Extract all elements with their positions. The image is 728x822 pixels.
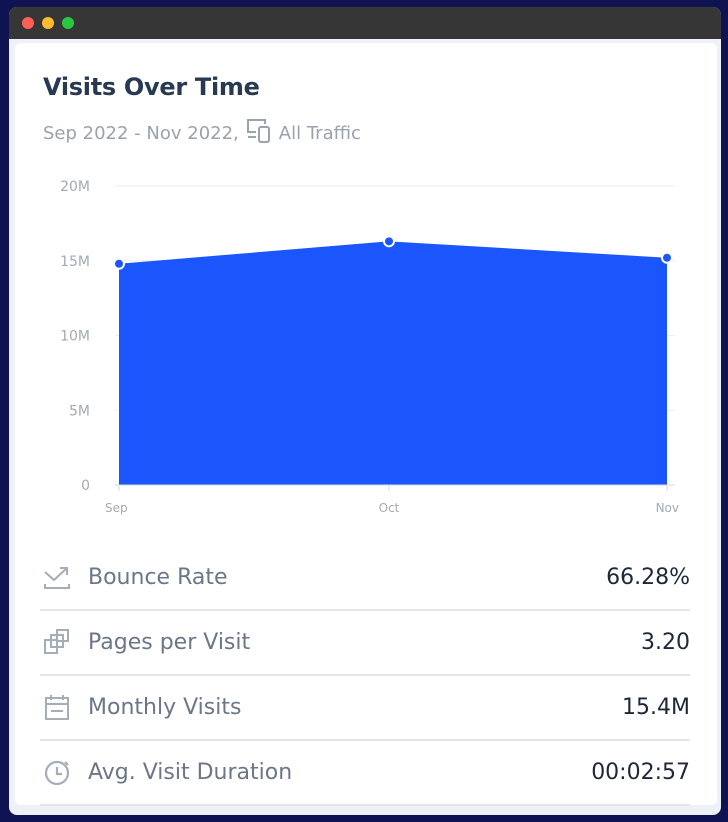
- metric-label: Monthly Visits: [88, 694, 242, 720]
- y-tick-label: 15M: [60, 254, 90, 270]
- app-window: Visits Over Time Sep 2022 - Nov 2022, Al…: [9, 7, 721, 815]
- card-subtitle: Sep 2022 - Nov 2022, All Traffic: [43, 118, 361, 149]
- close-window-button[interactable]: [22, 17, 34, 29]
- y-tick-label: 5M: [69, 403, 90, 419]
- y-tick-label: 20M: [60, 179, 90, 195]
- bounce-trend-icon: [44, 567, 70, 589]
- title-bar: [9, 7, 721, 39]
- metric-value: 3.20: [641, 629, 690, 655]
- calendar-icon: [45, 695, 69, 720]
- minimize-window-button[interactable]: [42, 17, 54, 29]
- data-point: [661, 251, 673, 264]
- y-tick-label: 10M: [60, 329, 90, 345]
- x-tick-label: Oct: [379, 501, 400, 515]
- card-title: Visits Over Time: [43, 73, 260, 101]
- data-point: [383, 235, 395, 248]
- devices-icon: [245, 118, 273, 149]
- area-series: [119, 241, 667, 485]
- metric-label: Avg. Visit Duration: [88, 759, 293, 785]
- visits-chart: 0 5M 10M 15M 20M Sep Oct Nov: [60, 179, 679, 515]
- metric-row-monthly-visits: Monthly Visits 15.4M: [40, 675, 690, 741]
- metric-value: 66.28%: [606, 564, 690, 590]
- data-point: [113, 257, 125, 270]
- x-tick-label: Sep: [105, 501, 128, 515]
- metric-label: Bounce Rate: [88, 564, 228, 590]
- metric-value: 15.4M: [622, 694, 690, 720]
- x-tick-label: Nov: [656, 501, 679, 515]
- metric-label: Pages per Visit: [88, 629, 251, 655]
- metric-row-avg-visit-duration: Avg. Visit Duration 00:02:57: [40, 740, 690, 806]
- stopwatch-icon: [44, 760, 70, 786]
- maximize-window-button[interactable]: [62, 17, 74, 29]
- date-range: Sep 2022 - Nov 2022,: [43, 123, 239, 144]
- y-tick-label: 0: [81, 478, 90, 494]
- pages-icon: [44, 629, 69, 654]
- metric-row-bounce-rate: Bounce Rate 66.28%: [40, 545, 690, 611]
- metric-row-pages-per-visit: Pages per Visit 3.20: [40, 610, 690, 676]
- visits-card: Visits Over Time Sep 2022 - Nov 2022, Al…: [15, 43, 717, 806]
- traffic-filter[interactable]: All Traffic: [278, 123, 361, 144]
- metric-value: 00:02:57: [591, 759, 690, 785]
